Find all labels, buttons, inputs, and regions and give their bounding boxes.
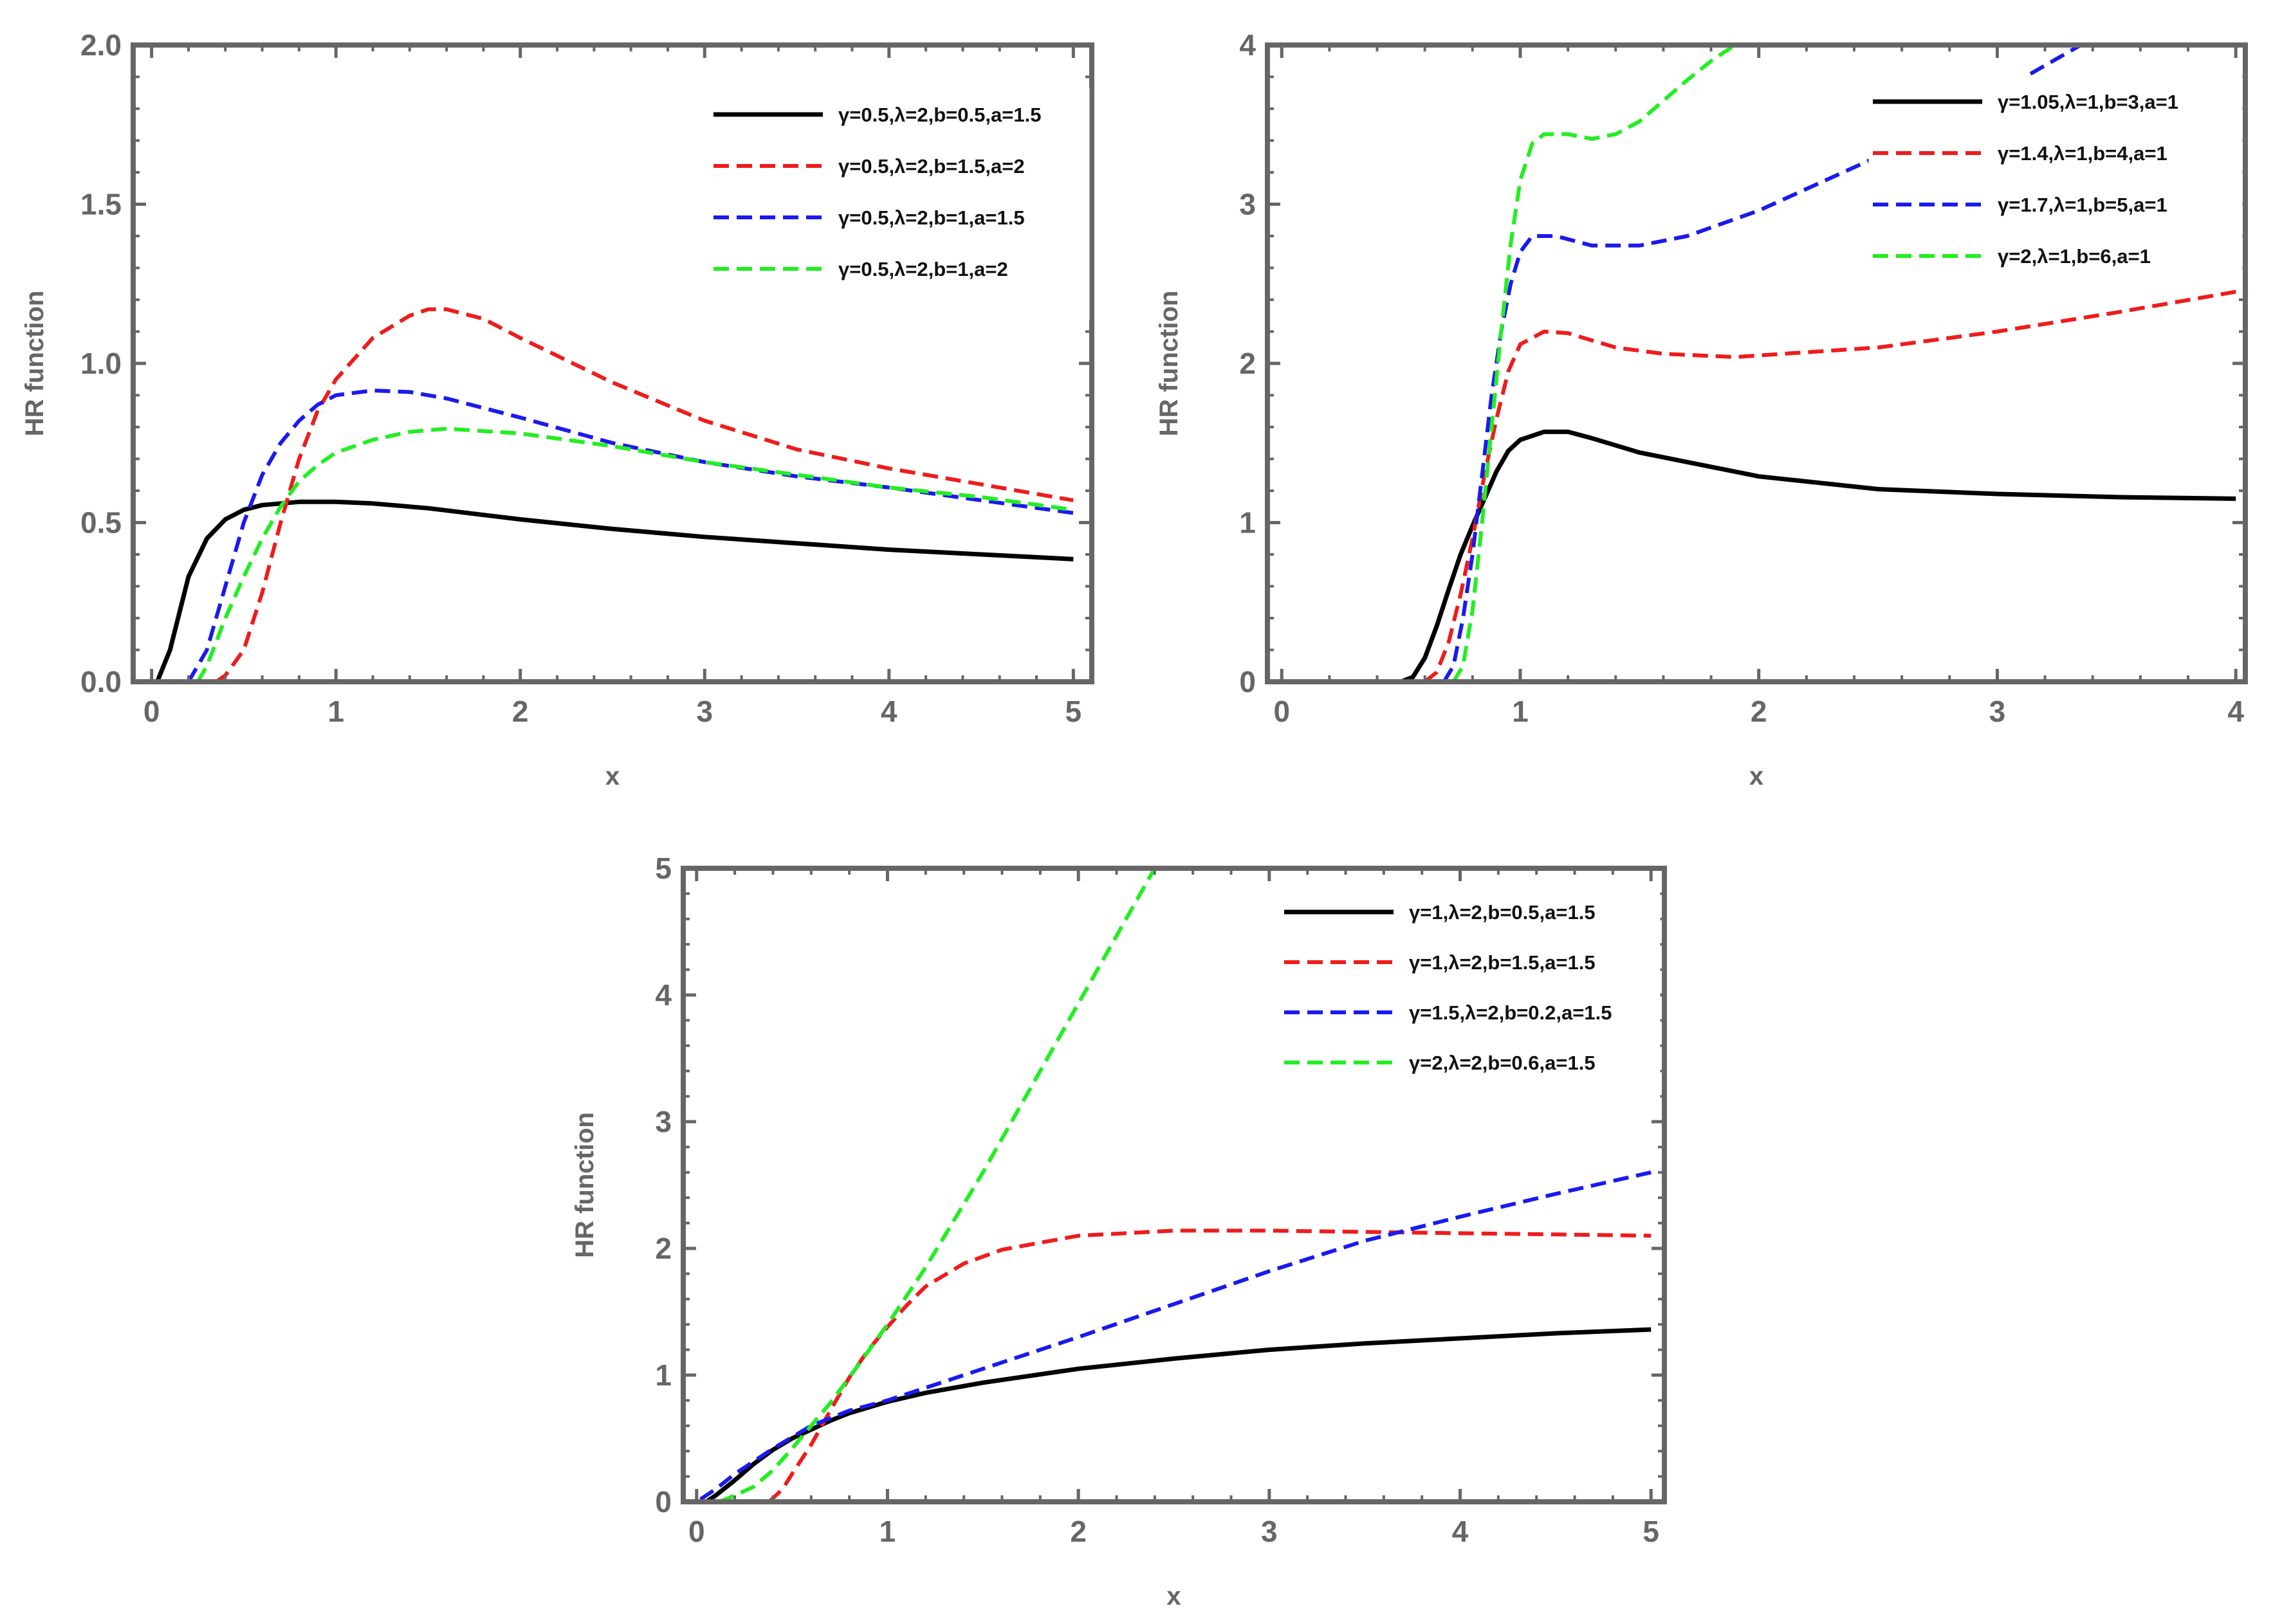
legend-label-3: γ=1.5,λ=2,b=0.2,a=1.5: [1409, 1001, 1612, 1024]
y-tick-label: 4: [1239, 28, 1256, 62]
x-tick-label: 2: [1751, 695, 1767, 728]
legend-label-4: γ=2,λ=2,b=0.6,a=1.5: [1409, 1052, 1596, 1074]
chart-panel-1: 0 1 2 3 4 5 0.0 0.5 1.0 1.5 2.0 x HR function γ=0.5,λ…: [21, 28, 1094, 790]
legend-label-1: γ=0.5,λ=2,b=0.5,a=1.5: [838, 104, 1041, 126]
y-tick-label: 1.0: [80, 347, 122, 380]
x-tick-label: 0: [688, 1515, 705, 1548]
chart-panel-2: 0 1 2 3 4 0 1 2 3 4 x HR function γ=1.05,λ=1,b=3,a=1…: [1155, 28, 2248, 790]
series-group: [1400, 45, 2236, 682]
y-axis-label: HR function: [571, 1112, 599, 1258]
y-tick-label: 0: [655, 1485, 672, 1519]
y-tick-label: 2: [655, 1232, 672, 1265]
y-tick-label: 3: [655, 1105, 672, 1138]
x-axis-label: x: [1749, 762, 1763, 790]
series-line-1: [704, 1327, 1652, 1502]
series-line-4: [196, 426, 1074, 682]
y-tick-label: 0: [1239, 665, 1256, 698]
legend-label-4: γ=0.5,λ=2,b=1,a=2: [838, 258, 1008, 280]
y-axis-label: HR function: [21, 291, 49, 437]
legend-label-2: γ=1,λ=2,b=1.5,a=1.5: [1409, 951, 1596, 974]
series-line-1: [155, 499, 1074, 682]
series-line-3: [699, 1170, 1652, 1501]
legend-box: [709, 88, 1090, 321]
legend-box: [1868, 75, 2243, 269]
x-tick-label: 3: [696, 695, 713, 728]
legend: γ=0.5,λ=2,b=0.5,a=1.5 γ=0.5,λ=2,b=1.5,a=2…: [709, 88, 1090, 321]
series-group: [699, 868, 1652, 1502]
x-tick-label: 2: [512, 695, 529, 728]
x-axis-label: x: [1166, 1582, 1181, 1610]
x-tick-label: 4: [1452, 1515, 1469, 1548]
y-tick-label: 3: [1239, 188, 1256, 221]
x-tick-label: 0: [1273, 695, 1290, 728]
series-line-4: [1451, 45, 1736, 682]
x-tick-label: 1: [879, 1515, 896, 1548]
series-line-2: [768, 1228, 1652, 1502]
series-line-1: [1400, 429, 2236, 682]
y-tick-label: 4: [655, 978, 672, 1012]
chart-panel-3: 0 1 2 3 4 5 0 1 2 3 4 5 x HR function γ=1,λ=2,b=0.5,a=…: [571, 852, 1667, 1610]
y-tick-label: 5: [655, 852, 672, 885]
x-tick-label: 4: [881, 695, 897, 728]
x-tick-label: 3: [1989, 695, 2006, 728]
legend-label-2: γ=0.5,λ=2,b=1.5,a=2: [838, 155, 1025, 178]
legend-label-4: γ=2,λ=1,b=6,a=1: [1998, 245, 2151, 268]
y-tick-label: 0.5: [80, 506, 122, 540]
legend-label-1: γ=1.05,λ=1,b=3,a=1: [1998, 91, 2178, 113]
x-axis-label: x: [605, 762, 620, 790]
y-tick-label: 1: [1239, 506, 1256, 540]
x-tick-label: 0: [143, 695, 160, 728]
x-tick-label: 2: [1070, 1515, 1087, 1548]
y-tick-label: 1.5: [80, 188, 122, 221]
x-tick-label: 1: [327, 695, 344, 728]
y-tick-label: 2: [1239, 347, 1256, 380]
series-line-2: [1423, 289, 2236, 682]
series-line-3: [187, 388, 1074, 682]
x-tick-label: 4: [2227, 695, 2244, 728]
x-tick-label: 5: [1065, 695, 1082, 728]
series-line-4: [719, 868, 1157, 1502]
y-tick-label: 0.0: [80, 665, 122, 698]
plot-frame: [681, 866, 1667, 1504]
series-line-3: [1442, 45, 2082, 682]
x-tick-label: 3: [1261, 1515, 1278, 1548]
legend: γ=1.05,λ=1,b=3,a=1 γ=1.4,λ=1,b=4,a=1 γ=1.7…: [1868, 75, 2243, 269]
y-tick-label: 1: [655, 1358, 672, 1392]
y-axis-label: HR function: [1155, 291, 1183, 437]
legend: γ=1,λ=2,b=0.5,a=1.5 γ=1,λ=2,b=1.5,a=1.5 γ=…: [1280, 886, 1661, 1099]
y-tick-label: 2.0: [80, 28, 122, 62]
series-group: [155, 307, 1074, 682]
legend-label-3: γ=1.7,λ=1,b=5,a=1: [1998, 194, 2167, 216]
x-tick-label: 1: [1512, 695, 1529, 728]
legend-label-3: γ=0.5,λ=2,b=1,a=1.5: [838, 206, 1025, 229]
legend-label-2: γ=1.4,λ=1,b=4,a=1: [1998, 142, 2167, 165]
x-tick-label: 5: [1643, 1515, 1659, 1548]
legend-label-1: γ=1,λ=2,b=0.5,a=1.5: [1409, 901, 1596, 924]
